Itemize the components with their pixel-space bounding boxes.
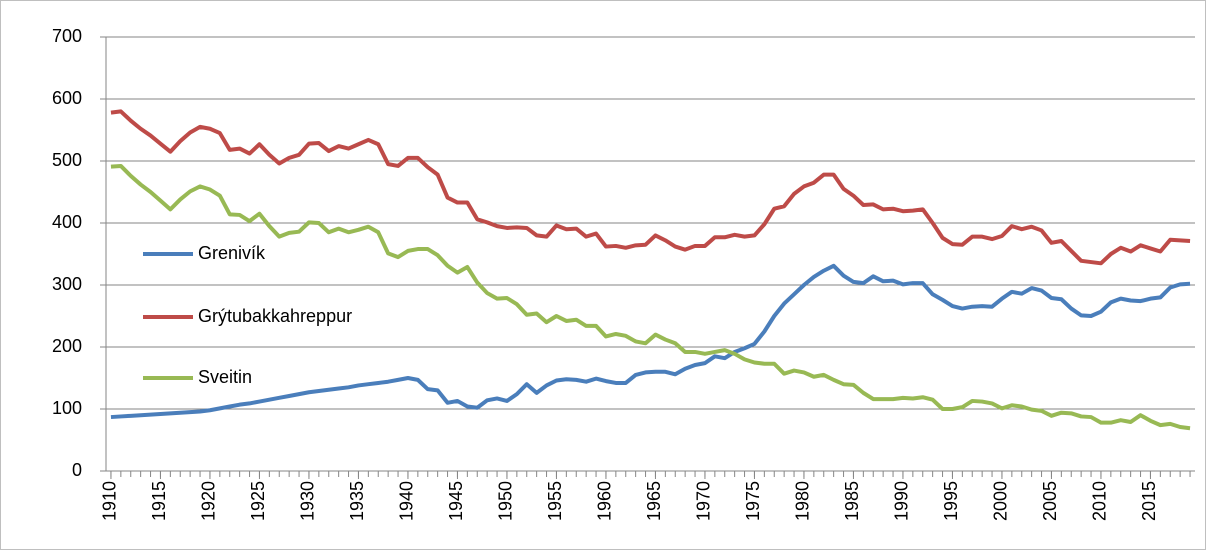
x-tick-label: 1985 [842,481,862,521]
x-tick-label: 1955 [545,481,565,521]
y-tick-label: 300 [52,274,82,294]
x-tick-label: 2010 [1090,481,1110,521]
x-tick-label: 1960 [595,481,615,521]
y-tick-label: 100 [52,398,82,418]
x-tick-label: 2000 [991,481,1011,521]
x-tick-label: 1970 [694,481,714,521]
legend-label: Sveitin [198,367,252,387]
x-tick-label: 2015 [1139,481,1159,521]
y-tick-label: 500 [52,150,82,170]
x-tick-label: 2005 [1040,481,1060,521]
x-tick-label: 1945 [446,481,466,521]
x-tick-label: 1930 [298,481,318,521]
y-tick-label: 700 [52,26,82,46]
x-tick-label: 1980 [793,481,813,521]
series-line [110,163,1191,431]
x-tick-label: 1965 [644,481,664,521]
x-tick-label: 1935 [347,481,367,521]
x-tick-label: 1995 [941,481,961,521]
x-tick-label: 1920 [199,481,219,521]
y-tick-label: 400 [52,212,82,232]
y-tick-label: 600 [52,88,82,108]
series-line [110,109,1191,266]
x-tick-label: 1990 [892,481,912,521]
x-tick-label: 1915 [149,481,169,521]
x-tick-label: 1910 [100,481,120,521]
x-tick-label: 1975 [743,481,763,521]
x-tick-label: 1950 [496,481,516,521]
series-line [110,263,1191,420]
x-tick-label: 1940 [397,481,417,521]
legend-label: Grýtubakkahreppur [198,306,352,326]
x-tick-label: 1925 [248,481,268,521]
y-tick-label: 200 [52,336,82,356]
legend-label: Grenivík [198,243,266,263]
y-tick-label: 0 [72,460,82,480]
